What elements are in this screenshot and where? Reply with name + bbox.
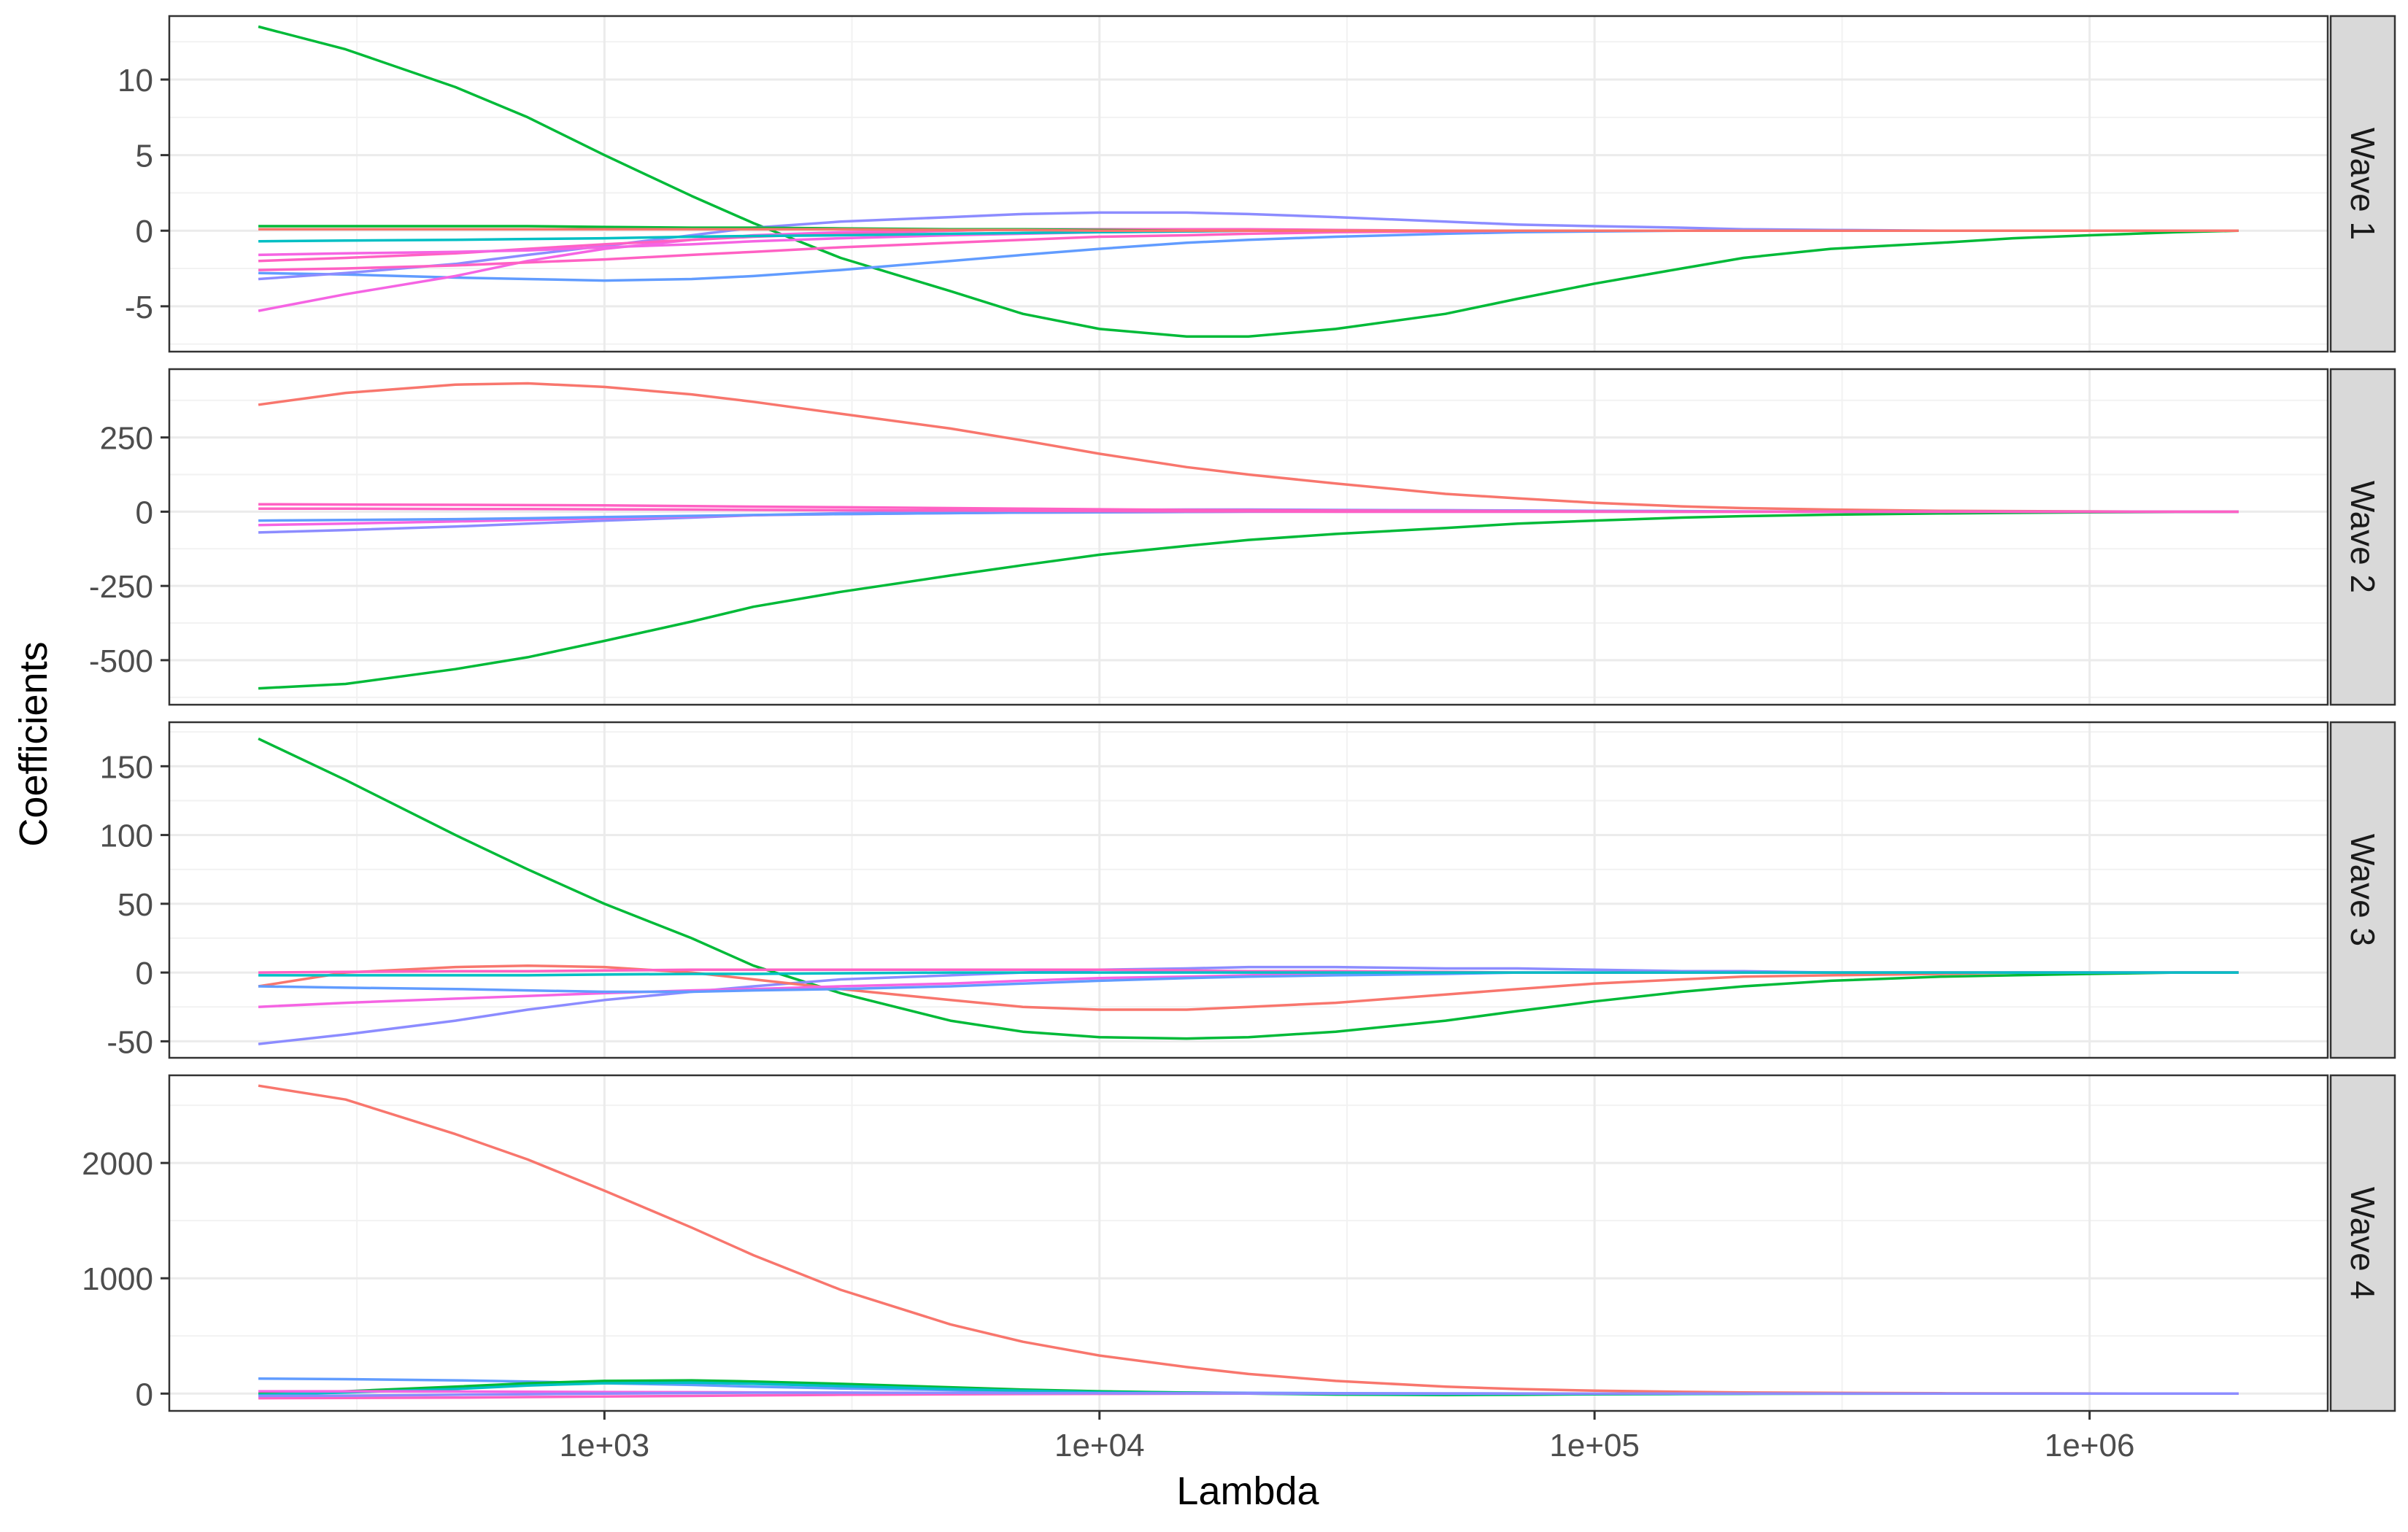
- panel-background: [169, 16, 2328, 352]
- x-tick-label: 1e+05: [1549, 1428, 1640, 1463]
- series-line-3: [258, 964, 2239, 1011]
- y-tick-label: 2000: [82, 1146, 153, 1182]
- x-axis: 1e+03 1e+04 1e+05 1e+06: [560, 1411, 2135, 1463]
- facet-strip: [2329, 368, 2396, 706]
- panel-2: -500 -250 0 250 Wave 2: [89, 368, 2396, 706]
- y-tick-label: 10: [117, 63, 153, 98]
- y-axis-title: Coefficients: [12, 641, 55, 846]
- facet-strip: [2329, 721, 2396, 1059]
- facet-strip-label: Wave 3: [2344, 834, 2382, 946]
- y-tick-label: 0: [136, 214, 153, 249]
- y-tick-label: -50: [107, 1024, 153, 1060]
- panel-1: -5 0 5 10 Wave 1: [117, 15, 2396, 353]
- facet-strip-label: Wave 2: [2344, 481, 2382, 593]
- y-tick-label: 0: [136, 956, 153, 991]
- panel-border: [168, 1074, 2329, 1412]
- y-tick-label: 150: [100, 749, 153, 785]
- panel-background: [169, 369, 2328, 705]
- x-tick-label: 1e+04: [1054, 1428, 1145, 1463]
- panel-border: [168, 368, 2329, 706]
- panel-background: [169, 722, 2328, 1058]
- x-axis-title: Lambda: [1176, 1469, 1319, 1513]
- series-line-1: [258, 738, 2239, 1040]
- panel-border: [168, 15, 2329, 353]
- panel-background: [169, 1075, 2328, 1411]
- y-tick-label: 250: [100, 421, 153, 457]
- series-lines: [258, 1084, 2239, 1400]
- series-line-2: [258, 510, 2239, 690]
- y-tick-label: 50: [117, 887, 153, 923]
- series-line-7: [258, 507, 2239, 514]
- y-tick-label: 100: [100, 819, 153, 854]
- y-tick-label: 1000: [82, 1261, 153, 1297]
- x-tick-label: 1e+06: [2045, 1428, 2135, 1463]
- y-tick-label: 0: [136, 495, 153, 530]
- series-line-7: [258, 971, 2239, 977]
- facet-strip-label: Wave 4: [2344, 1187, 2382, 1299]
- y-tick-label: -250: [89, 569, 153, 605]
- y-tick-label: 5: [136, 139, 153, 174]
- series-lines: [258, 25, 2239, 338]
- panel-4: 0 1000 2000 Wave 4: [82, 1074, 2396, 1412]
- y-tick-label: 0: [136, 1377, 153, 1412]
- facet-strip-label: Wave 1: [2344, 128, 2382, 240]
- y-tick-label: -5: [125, 290, 153, 325]
- facet-strip: [2329, 1074, 2396, 1412]
- series-line-1: [258, 25, 2239, 338]
- series-lines: [258, 738, 2239, 1045]
- x-tick-label: 1e+03: [560, 1428, 650, 1463]
- facet-strip: [2329, 15, 2396, 353]
- panel-border: [168, 721, 2329, 1059]
- panel-3: -50 0 50 100 150 Wave 3: [100, 721, 2396, 1060]
- series-lines: [258, 382, 2239, 690]
- series-line-7: [258, 1391, 2239, 1398]
- y-tick-label: -500: [89, 643, 153, 679]
- series-line-10: [258, 228, 2239, 232]
